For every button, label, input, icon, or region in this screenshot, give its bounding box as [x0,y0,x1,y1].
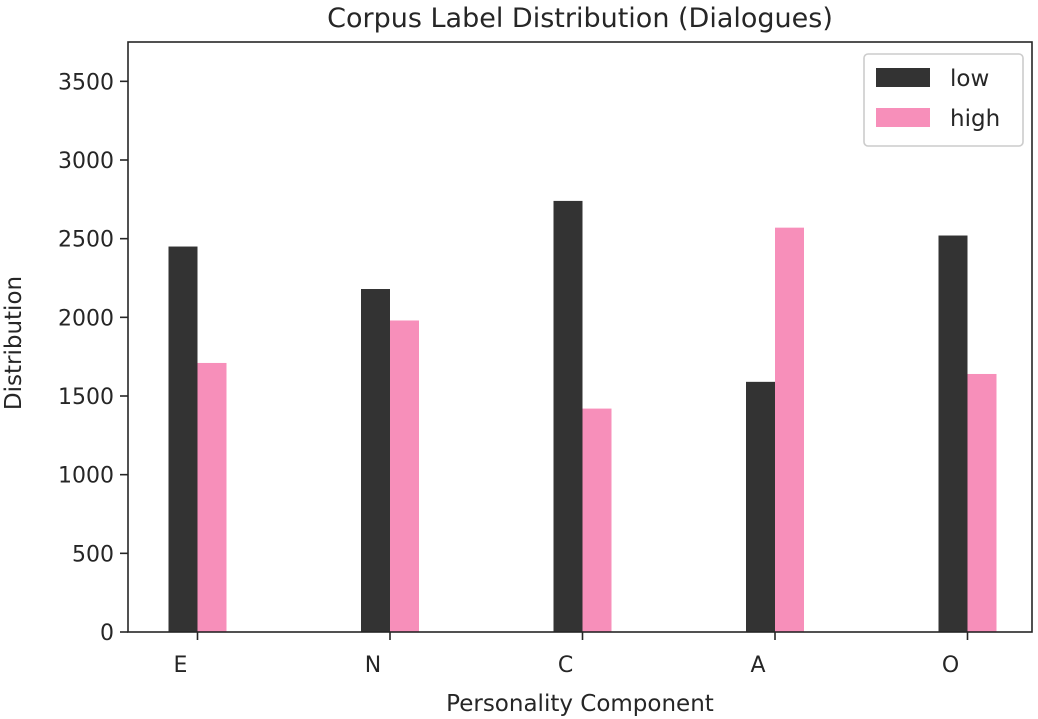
x-tick-label-N: N [365,653,381,678]
y-tick-label: 3000 [58,149,114,174]
y-tick-label: 3500 [58,70,114,95]
y-axis: 0 500 1000 1500 2000 2500 3000 3500 [58,70,128,646]
x-tick-label-O: O [942,653,959,678]
legend-label-low: low [950,66,989,92]
y-tick-label: 2000 [58,306,114,331]
x-tick-label-E: E [174,653,188,678]
bar-low-O [938,235,968,632]
legend-swatch-high [876,108,930,127]
bar-high-N [390,320,419,632]
chart-title: Corpus Label Distribution (Dialogues) [327,3,833,34]
bar-high-E [197,362,227,632]
legend-label-high: high [950,106,1000,132]
plot-frame [127,41,1033,633]
bar-low-C [553,200,583,632]
y-tick-label: 1500 [58,385,114,410]
x-tick-label-A: A [750,653,765,678]
legend-swatch-low [876,68,930,87]
y-tick-label: 0 [100,621,114,646]
bar-high-O [967,373,997,632]
y-tick-label: 2500 [58,228,114,253]
legend: low high [863,53,1024,147]
plot-area [127,41,1033,633]
legend-box [863,53,1024,147]
bar-high-C [582,408,612,632]
x-axis-label: Personality Component [446,691,714,717]
bar-low-A [746,381,775,632]
y-tick-label: 500 [72,542,114,567]
y-axis-label: Distribution [1,276,27,410]
bar-low-E [168,246,198,633]
bar-high-A [775,227,804,633]
bar-low-N [361,289,390,632]
y-tick-label: 1000 [58,464,114,489]
x-tick-label-C: C [558,653,573,678]
